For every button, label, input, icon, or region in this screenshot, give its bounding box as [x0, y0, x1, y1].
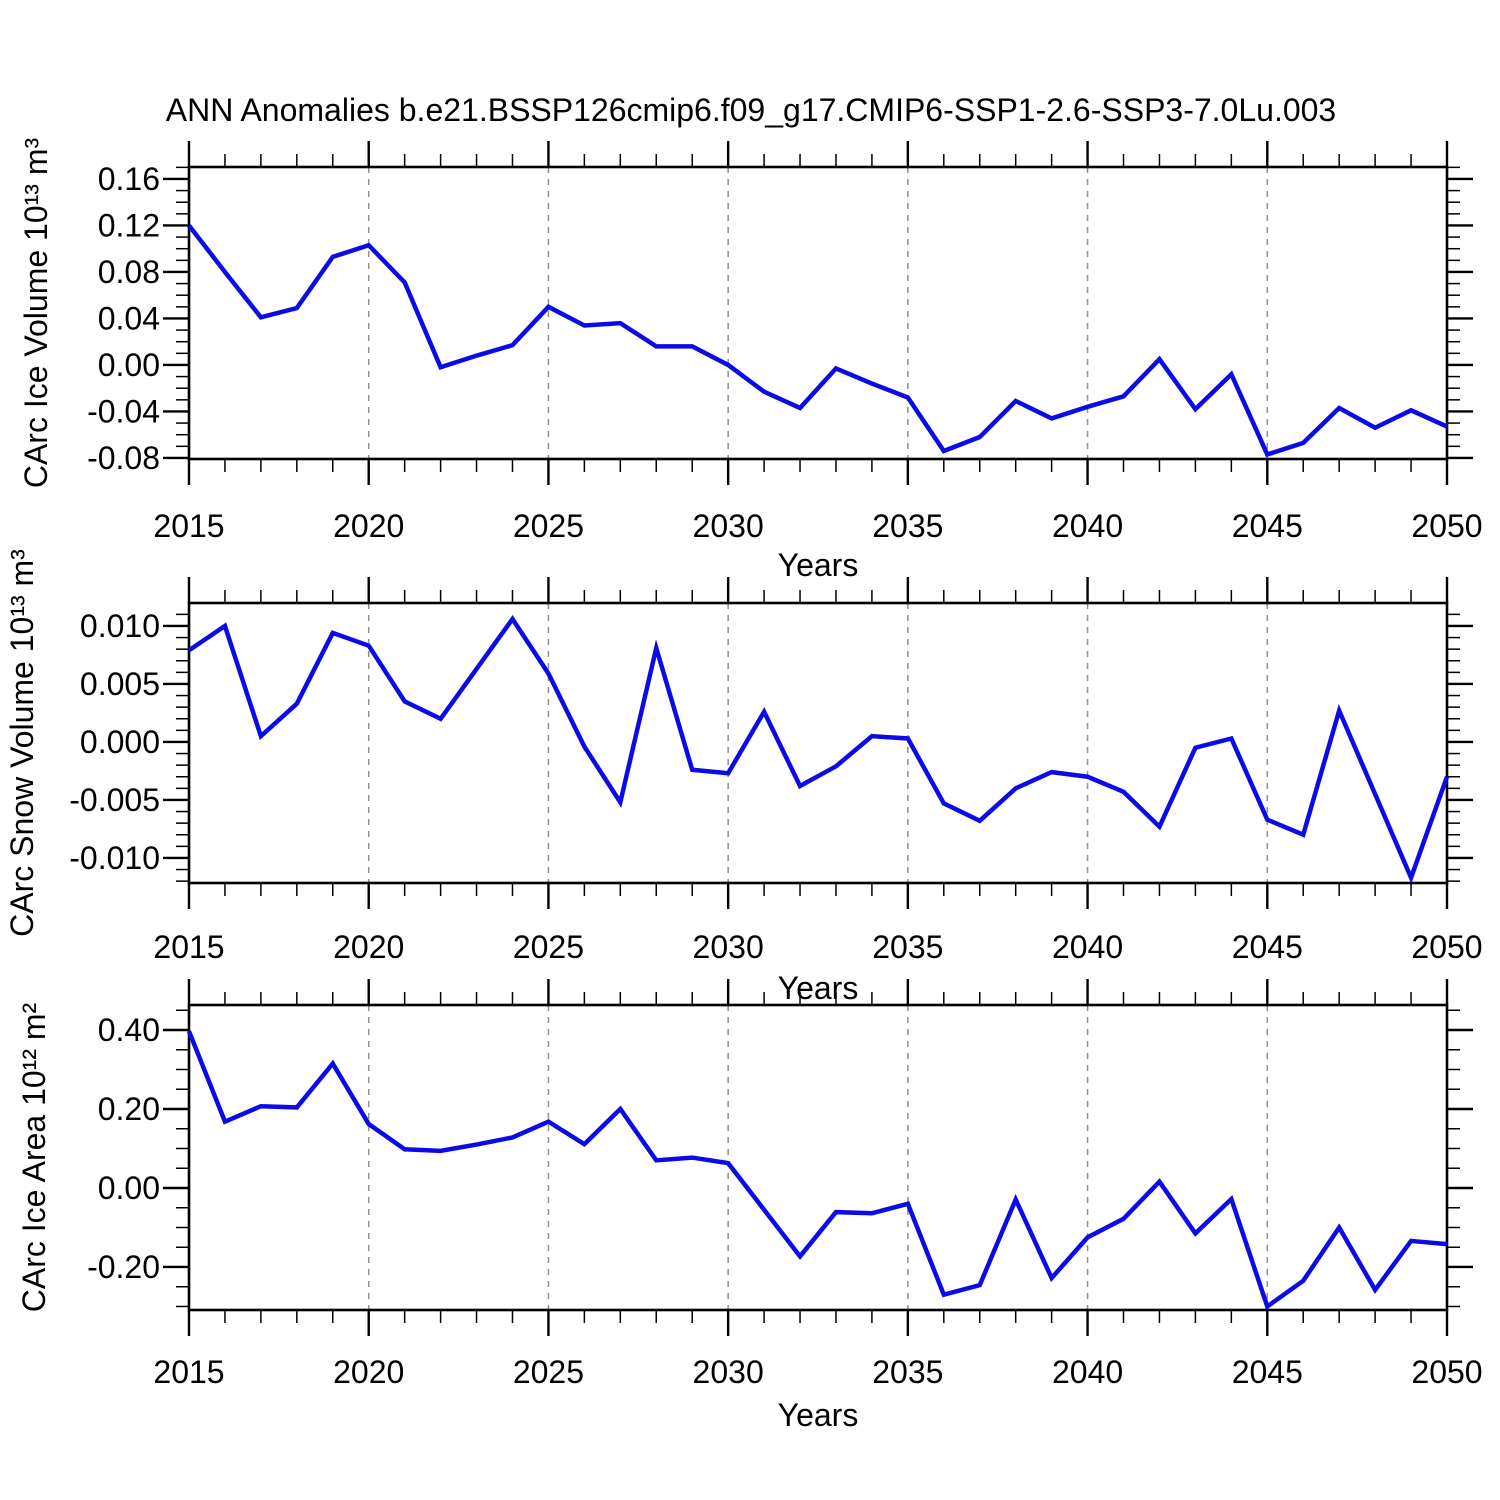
y-tick-label: 0.40	[98, 1012, 160, 1048]
x-axis-title: Years	[778, 1397, 859, 1433]
plot-box	[187, 601, 1449, 885]
plot-box	[187, 165, 1449, 461]
y-tick-label: -0.20	[87, 1249, 160, 1285]
x-tick-label: 2020	[333, 1354, 404, 1390]
x-tick-label: 2045	[1232, 508, 1303, 544]
x-tick-label: 2035	[872, 1354, 943, 1390]
x-tick-label: 2025	[513, 508, 584, 544]
x-tick-label: 2020	[333, 508, 404, 544]
y-axis-title: CArc Ice Volume 10¹³ m³	[18, 138, 54, 489]
x-tick-label: 2040	[1052, 929, 1123, 965]
x-tick-label: 2030	[693, 929, 764, 965]
x-tick-label: 2035	[872, 929, 943, 965]
x-tick-label: 2025	[513, 929, 584, 965]
x-tick-label: 2020	[333, 929, 404, 965]
series-line	[187, 615, 1450, 884]
y-tick-label: 0.005	[80, 666, 160, 702]
x-tick-label: 2040	[1052, 1354, 1123, 1390]
x-tick-label: 2045	[1232, 929, 1303, 965]
x-tick-label: 2030	[693, 508, 764, 544]
y-tick-label: 0.20	[98, 1091, 160, 1127]
y-tick-label: 0.00	[98, 1170, 160, 1206]
series-line	[187, 224, 1448, 458]
x-tick-label: 2040	[1052, 508, 1123, 544]
panel-ice-volume: 0.16 0.12 0.08 0.04 0.00 -0.04 -0.08 2015 2020 20…	[18, 138, 1483, 584]
x-tick-label: 2035	[872, 508, 943, 544]
x-tick-label: 2015	[153, 1354, 224, 1390]
x-tick-label: 2045	[1232, 1354, 1303, 1390]
y-tick-label: 0.010	[80, 608, 160, 644]
panel-ice-area: 0.40 0.20 0.00 -0.20 2015 2020 2025 2030 2035 204…	[16, 979, 1483, 1433]
x-axis-title: Years	[778, 547, 859, 583]
y-axis-title: CArc Ice Area 10¹² m²	[16, 1002, 52, 1312]
y-tick-label: 0.16	[98, 161, 160, 197]
y-tick-label: -0.08	[87, 440, 160, 476]
y-tick-label: 0.08	[98, 254, 160, 290]
y-tick-label: 0.000	[80, 724, 160, 760]
y-tick-label: -0.005	[69, 782, 160, 818]
y-tick-label: -0.04	[87, 393, 160, 429]
y-tick-label: -0.010	[69, 840, 160, 876]
x-tick-label: 2030	[693, 1354, 764, 1390]
x-tick-label: 2015	[153, 929, 224, 965]
y-tick-label: 0.12	[98, 207, 160, 243]
x-tick-label: 2025	[513, 1354, 584, 1390]
y-axis-title: CArc Snow Volume 10¹³ m³	[4, 549, 40, 937]
x-tick-label: 2050	[1411, 508, 1482, 544]
y-tick-label: 0.00	[98, 347, 160, 383]
x-axis-title: Years	[778, 970, 859, 1006]
panel-snow-volume: 0.010 0.005 0.000 -0.005 -0.010 2015 2020 2025 2…	[4, 549, 1483, 1006]
plot-box	[187, 1003, 1449, 1312]
x-tick-label: 2050	[1411, 929, 1482, 965]
y-tick-label: 0.04	[98, 300, 160, 336]
x-tick-label: 2050	[1411, 1354, 1482, 1390]
x-tick-label: 2015	[153, 508, 224, 544]
chart-title: ANN Anomalies b.e21.BSSP126cmip6.f09_g17…	[166, 92, 1336, 128]
series-line	[186, 1030, 1448, 1311]
